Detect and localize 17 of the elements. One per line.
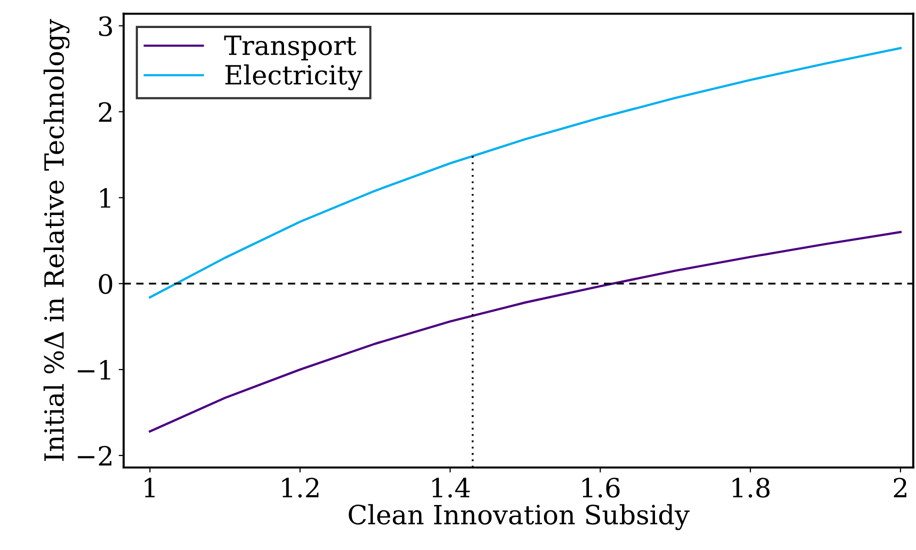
y-tick-label: −1 [78, 360, 110, 380]
legend-label: Electricity [225, 64, 362, 90]
y-tick-label: 1 [100, 188, 110, 208]
line-series [148, 230, 902, 433]
x-tick-label: 1.8 [732, 478, 770, 498]
x-axis-title: Clean Innovation Subsidy [348, 504, 690, 530]
x-tick-label: 1 [144, 478, 155, 498]
y-tick-label: 3 [99, 16, 112, 36]
y-tick-label: −2 [78, 446, 112, 466]
x-tick-label: 2 [894, 478, 906, 498]
y-axis-title: Initial %Δ in Relative Technology [44, 19, 70, 461]
x-tick-label: 1.4 [432, 478, 470, 498]
y-tick-label: 2 [98, 102, 112, 122]
x-tick-label: 1.6 [582, 478, 620, 498]
x-tick-label: 1.2 [282, 478, 318, 498]
legend-label: Transport [224, 36, 356, 60]
y-tick-label: 0 [98, 274, 112, 294]
